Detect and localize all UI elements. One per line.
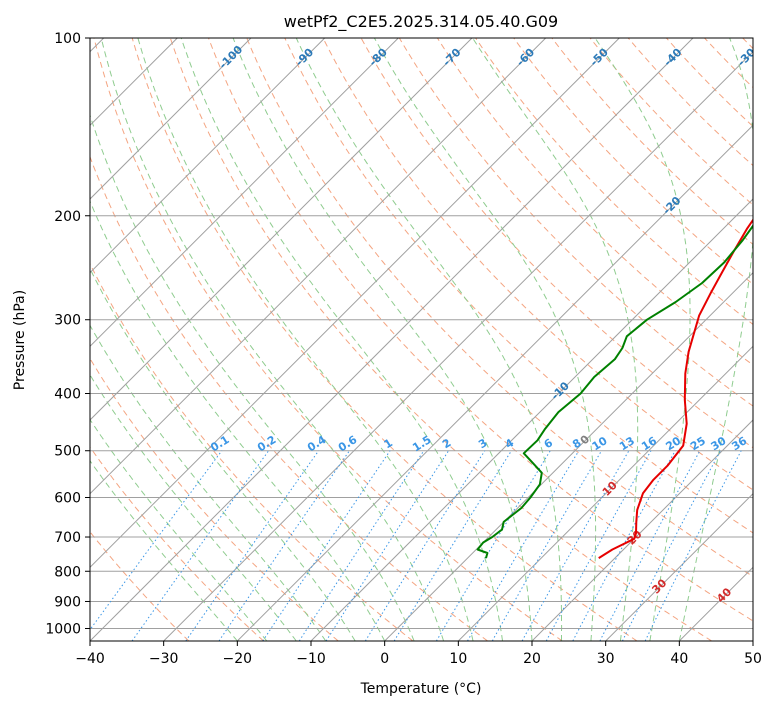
sounding-series	[476, 218, 753, 559]
dry-adiabat-line	[90, 262, 414, 641]
x-tick-label: 30	[597, 651, 615, 667]
isotherm-line	[90, 38, 326, 274]
isotherm-line	[163, 50, 753, 641]
plot-frame	[89, 37, 754, 642]
y-tick-label: 700	[54, 530, 81, 546]
mixing-ratio-line	[325, 450, 450, 641]
dry-adiabat-line	[93, 38, 563, 641]
moist-adiabat-line	[90, 373, 297, 641]
mixing-ratio-line	[218, 450, 350, 641]
mixing-ratio-line	[298, 450, 425, 641]
y-tick-label: 300	[54, 313, 81, 329]
y-tick-label: 600	[54, 490, 81, 506]
isotherm-line	[90, 38, 399, 348]
chart-title: wetPf2_C2E5.2025.314.05.40.G09	[284, 12, 558, 32]
y-tick-label: 100	[54, 31, 81, 47]
x-tick-label: 10	[449, 651, 467, 667]
isotherm-line	[90, 38, 252, 200]
isotherm-line	[457, 345, 753, 641]
moist-adiabat-line	[100, 38, 445, 641]
moist-adiabat-line	[90, 459, 238, 641]
moist-adiabat-line	[678, 38, 753, 641]
moist-adiabat-line	[373, 38, 597, 641]
moist-adiabat-line	[472, 38, 639, 641]
x-tick-label: 40	[670, 651, 688, 667]
x-tick-label: −10	[296, 651, 326, 667]
moist-adiabats	[90, 38, 753, 641]
mixing-ratio-line	[621, 450, 721, 641]
y-axis-ticks: 1000 900 800 700 600 500 400 300 200 100	[45, 31, 90, 637]
moist-adiabat-line	[180, 38, 503, 641]
dry-adiabat-line	[475, 38, 753, 326]
mixing-ratio-line	[90, 450, 223, 631]
isotherm-line	[90, 38, 473, 421]
dry-adiabat-line	[208, 38, 753, 622]
isotherms	[90, 38, 753, 641]
dry-adiabat-line	[284, 38, 753, 534]
y-axis-label: Pressure (hPa)	[12, 290, 28, 390]
mixing-ratio-line	[131, 450, 270, 641]
y-tick-label: 800	[54, 564, 81, 580]
y-tick-label: 200	[54, 209, 81, 225]
dry-adiabat-line	[513, 38, 753, 285]
mixing-ratio-line	[572, 450, 676, 641]
x-tick-label: −20	[223, 651, 253, 667]
isotherm-line	[605, 492, 753, 641]
x-axis-ticks: −40 −30 −20 −10 0 10 20 30 40 50	[75, 641, 762, 667]
dry-adiabat-line	[169, 38, 712, 641]
dry-adiabat-line	[322, 38, 753, 491]
y-tick-label: 900	[54, 594, 81, 610]
mixing-ratio-line	[491, 450, 602, 641]
moist-adiabat-line	[90, 324, 327, 641]
moist-adiabat-line	[90, 267, 356, 641]
moist-adiabat-line	[594, 38, 691, 641]
moist-adiabat-line	[90, 113, 415, 641]
dry-adiabats	[90, 38, 753, 641]
pressure-gridlines	[90, 38, 753, 629]
moist-adiabat-line	[90, 200, 386, 641]
x-tick-label: 0	[380, 651, 389, 667]
x-tick-label: −40	[75, 651, 105, 667]
moist-adiabat-line	[90, 418, 268, 641]
y-tick-label: 1000	[45, 621, 81, 637]
mixing-ratio-line	[185, 450, 320, 641]
mixing-ratio-line	[262, 450, 391, 641]
isotherm-line	[90, 38, 547, 495]
y-tick-label: 400	[54, 387, 81, 403]
moist-adiabat-line	[137, 38, 474, 641]
mixing-ratio-line	[393, 450, 512, 641]
mixing-ratio-line	[644, 450, 742, 641]
isotherm-line	[90, 38, 694, 641]
isotherm-line	[236, 124, 753, 641]
mixing-ratio-line	[545, 450, 652, 641]
mixing-ratio-line	[521, 450, 630, 641]
dry-adiabat-line	[90, 446, 264, 641]
x-tick-label: −30	[149, 651, 179, 667]
x-tick-label: 50	[744, 651, 762, 667]
mixing-ratio-lines	[90, 450, 742, 641]
dry-adiabat-line	[131, 38, 638, 641]
x-axis-label: Temperature (°C)	[360, 681, 482, 697]
y-tick-label: 500	[54, 444, 81, 460]
dewpoint-profile-line	[476, 224, 753, 559]
x-tick-label: 20	[523, 651, 541, 667]
dry-adiabat-line	[246, 38, 753, 578]
moist-adiabat-line	[295, 38, 563, 641]
isotherm-line	[310, 198, 753, 641]
dry-adiabat-line	[90, 357, 339, 641]
temperature-profile-line	[598, 218, 753, 559]
isotherm-line	[90, 38, 620, 569]
